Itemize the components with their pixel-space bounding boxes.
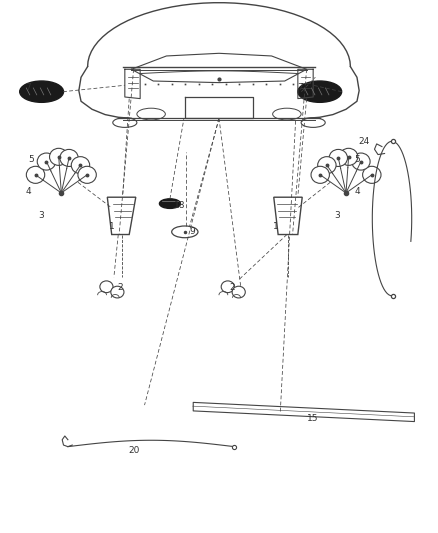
Ellipse shape: [137, 108, 166, 120]
Ellipse shape: [26, 166, 45, 183]
Text: 9: 9: [190, 228, 196, 236]
Text: 2: 2: [230, 284, 235, 292]
Ellipse shape: [339, 148, 358, 165]
Ellipse shape: [311, 166, 329, 183]
Ellipse shape: [232, 286, 245, 298]
Ellipse shape: [100, 281, 113, 293]
Text: 5: 5: [28, 156, 34, 164]
Ellipse shape: [71, 157, 90, 174]
Ellipse shape: [221, 281, 234, 293]
Ellipse shape: [37, 153, 56, 170]
Text: 5: 5: [354, 156, 360, 164]
Ellipse shape: [301, 118, 325, 127]
Ellipse shape: [298, 81, 342, 102]
Ellipse shape: [318, 157, 336, 174]
Ellipse shape: [49, 148, 68, 165]
Text: 4: 4: [354, 188, 360, 196]
Text: 7: 7: [297, 84, 303, 92]
Text: 24: 24: [358, 137, 369, 146]
Ellipse shape: [60, 149, 78, 166]
Text: 20: 20: [128, 446, 139, 455]
Ellipse shape: [159, 199, 180, 208]
Text: 1: 1: [109, 222, 115, 231]
Text: 15: 15: [307, 414, 319, 423]
Text: 2: 2: [118, 284, 123, 292]
Text: 3: 3: [334, 212, 340, 220]
Ellipse shape: [272, 108, 301, 120]
Ellipse shape: [113, 118, 137, 127]
Text: 4: 4: [26, 188, 31, 196]
Ellipse shape: [329, 149, 347, 166]
Ellipse shape: [352, 153, 370, 170]
Text: 3: 3: [39, 212, 45, 220]
Ellipse shape: [363, 166, 381, 183]
Text: 18: 18: [174, 201, 185, 209]
Text: 1: 1: [273, 222, 279, 231]
Ellipse shape: [20, 81, 64, 102]
Ellipse shape: [111, 286, 124, 298]
Ellipse shape: [78, 166, 96, 183]
Ellipse shape: [172, 226, 198, 238]
Text: 7: 7: [25, 84, 32, 92]
